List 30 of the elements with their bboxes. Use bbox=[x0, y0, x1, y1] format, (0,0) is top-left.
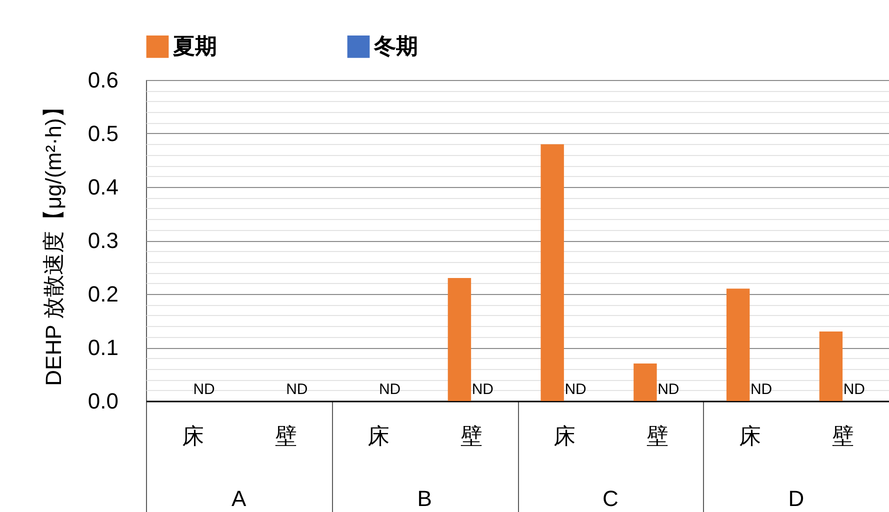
text: ND bbox=[472, 381, 494, 398]
text: ND bbox=[750, 381, 772, 398]
legend-label: 夏期 bbox=[172, 34, 217, 59]
y-tick-label: 0.0 bbox=[88, 388, 118, 414]
x-tick-label: 床 bbox=[182, 424, 204, 448]
y-tick-label: 0.4 bbox=[88, 174, 118, 200]
text: A bbox=[232, 486, 247, 511]
text: B bbox=[417, 486, 432, 511]
y-tick-label: 0.3 bbox=[88, 228, 118, 253]
y-tick-label: 0.2 bbox=[88, 282, 118, 306]
x-tick-label: 壁 bbox=[274, 424, 297, 448]
x-tick-label: 床 bbox=[368, 424, 390, 448]
x-tick-label: 壁 bbox=[460, 424, 483, 448]
y-tick-label: 0.1 bbox=[88, 335, 118, 360]
text: ND bbox=[378, 381, 401, 398]
x-tick-label: 床 bbox=[739, 424, 762, 448]
text: ND bbox=[193, 381, 215, 398]
text: ND bbox=[286, 381, 308, 398]
x-tick-label: 壁 bbox=[646, 424, 668, 448]
text: ND bbox=[843, 381, 866, 398]
y-tick-label: 0.5 bbox=[88, 121, 118, 146]
x-tick-label: 床 bbox=[553, 424, 576, 448]
text: ND bbox=[658, 381, 680, 398]
legend-label: 冬期 bbox=[373, 34, 418, 59]
y-tick-label: 0.6 bbox=[88, 68, 118, 92]
text: ND bbox=[564, 381, 586, 398]
x-tick-label: 壁 bbox=[832, 424, 854, 448]
y-axis-title: DEHP 放散速度【μg/(m²·h)】 bbox=[40, 96, 66, 386]
text: C bbox=[602, 486, 618, 511]
text: D bbox=[788, 486, 804, 511]
